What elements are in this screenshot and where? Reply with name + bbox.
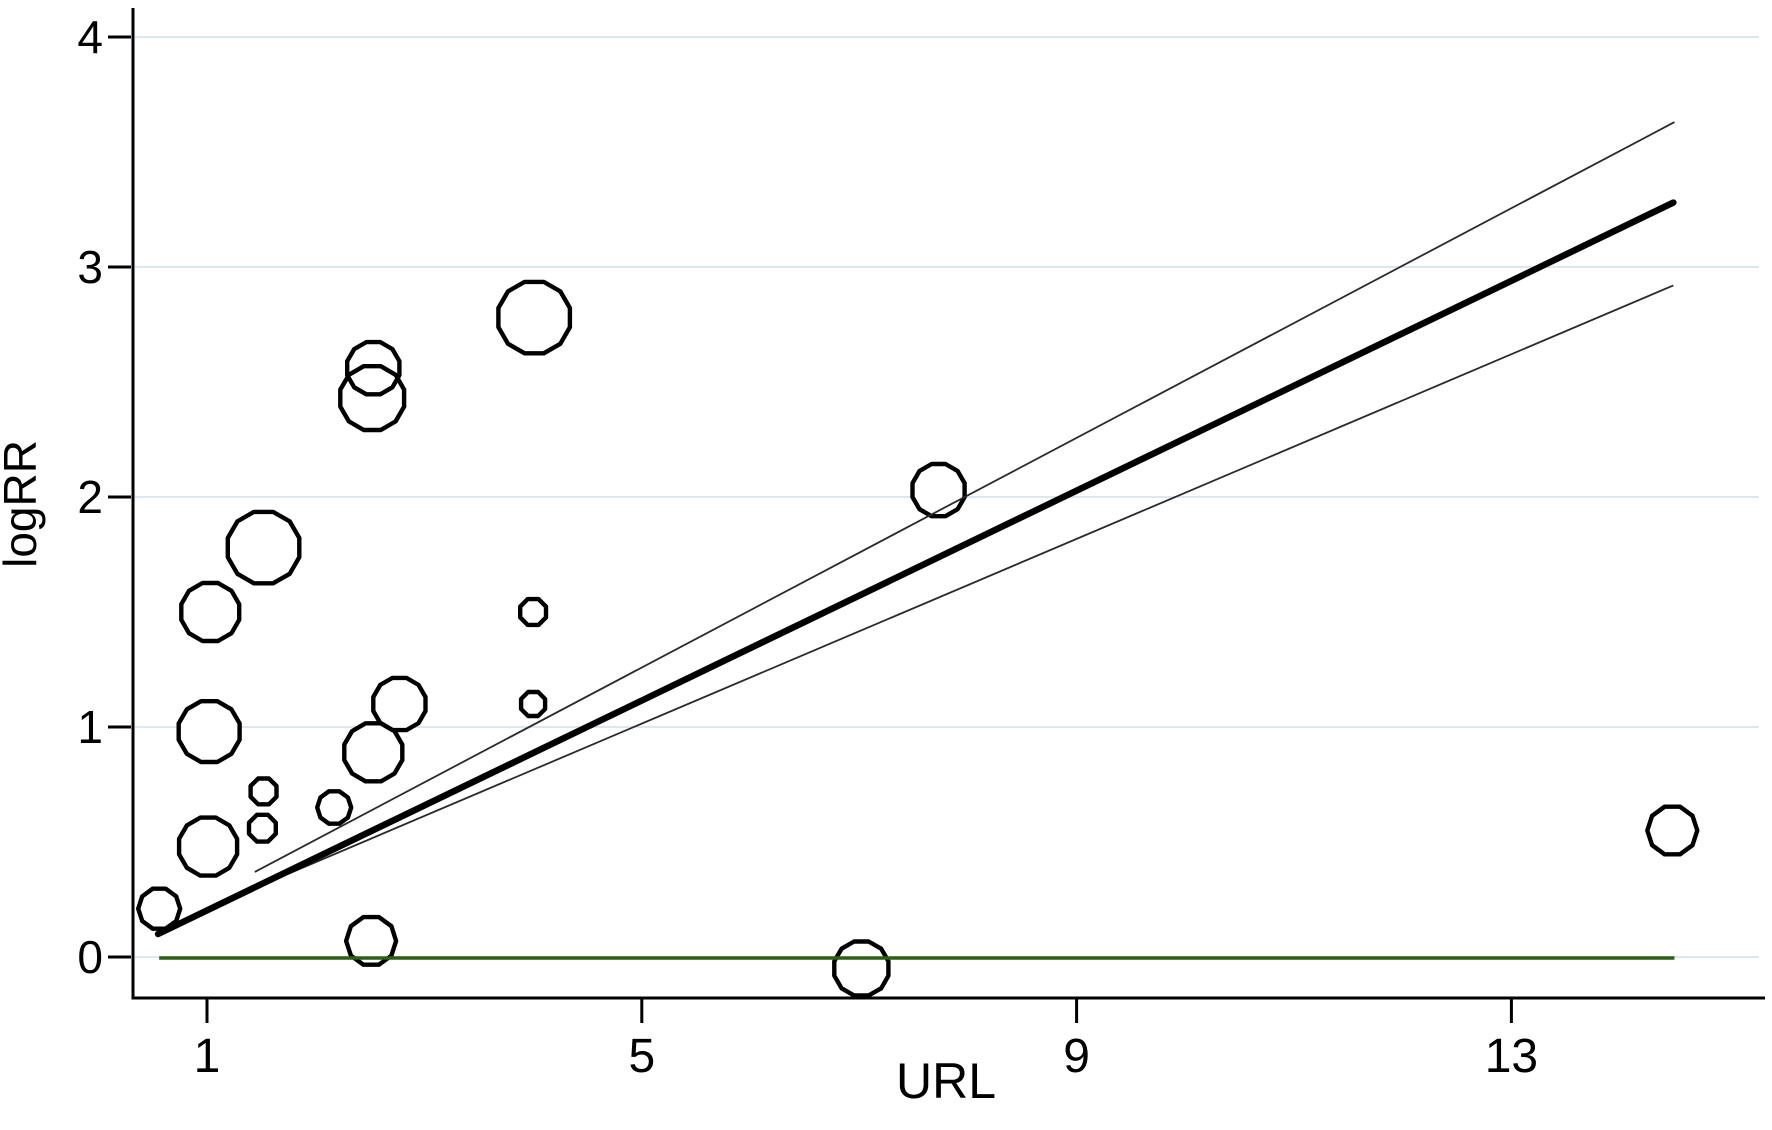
bubble-11 xyxy=(342,721,405,784)
x-tick-label-9: 9 xyxy=(1063,1030,1090,1083)
x-tick-labels: 1 5 9 13 xyxy=(194,1030,1538,1083)
bubble-3 xyxy=(179,580,242,644)
bubble-fill-11 xyxy=(344,723,403,782)
bubble-fill-5 xyxy=(250,778,277,805)
bubbles xyxy=(135,279,1700,998)
axes xyxy=(131,8,1765,1000)
y-tick-label-4: 4 xyxy=(77,11,103,63)
bubble-14 xyxy=(518,596,549,628)
bubble-fill-17 xyxy=(834,941,889,996)
bubble-fill-2 xyxy=(178,701,240,762)
bubble-17 xyxy=(832,939,891,998)
bubble-fill-4 xyxy=(227,511,300,584)
ci-lower-line xyxy=(254,284,1674,889)
bubble-fill-0 xyxy=(138,888,181,929)
bubble-8 xyxy=(343,914,399,967)
bubble-12 xyxy=(371,675,428,733)
y-tick-labels: 0 1 2 3 4 xyxy=(77,11,103,983)
bubble-5 xyxy=(248,776,279,807)
bubble-fill-3 xyxy=(181,583,240,641)
x-tick-label-13: 13 xyxy=(1485,1030,1538,1083)
y-tick-label-1: 1 xyxy=(77,701,103,753)
bubble-fill-18 xyxy=(1647,806,1698,855)
bubble-fill-14 xyxy=(520,599,546,625)
x-tick-marks xyxy=(205,999,1513,1023)
bubble-fill-13 xyxy=(498,281,570,354)
y-tick-marks xyxy=(108,35,131,959)
bubble-16 xyxy=(910,461,967,519)
bubble-fill-12 xyxy=(373,677,426,731)
regression-line xyxy=(154,199,1677,938)
bubble-9 xyxy=(345,339,402,397)
bubble-fill-7 xyxy=(317,791,352,824)
y-tick-label-0: 0 xyxy=(77,931,103,983)
x-tick-label-5: 5 xyxy=(628,1030,655,1083)
ci-upper-line xyxy=(254,121,1675,873)
bubble-15 xyxy=(518,689,548,719)
bubble-7 xyxy=(315,789,354,826)
y-axis-title: logRR xyxy=(0,440,46,568)
bubble-fill-1 xyxy=(179,817,238,876)
bubble-fills xyxy=(138,281,1698,996)
x-axis-title: URL xyxy=(896,1053,996,1109)
y-tick-label-3: 3 xyxy=(77,241,103,293)
bubble-10 xyxy=(338,364,407,433)
bubble-13 xyxy=(496,279,573,356)
bubble-4 xyxy=(225,509,302,586)
bubble-6 xyxy=(246,812,278,844)
bubble-1 xyxy=(176,815,240,878)
bubble-fill-6 xyxy=(249,814,276,842)
bubble-fill-10 xyxy=(340,366,405,430)
y-tick-label-2: 2 xyxy=(77,471,103,523)
bubble-0 xyxy=(135,886,183,931)
bubble-fill-8 xyxy=(346,917,397,965)
x-tick-label-1: 1 xyxy=(194,1030,221,1083)
bubble-2 xyxy=(176,699,242,765)
bubble-18 xyxy=(1645,804,1700,857)
bubble-fill-15 xyxy=(521,692,546,716)
